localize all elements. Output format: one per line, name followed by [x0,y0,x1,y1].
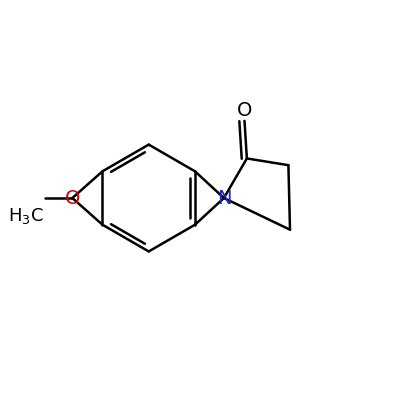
Text: O: O [237,101,252,120]
Text: O: O [65,188,80,208]
Text: N: N [217,188,231,208]
Text: $\mathsf{H_3C}$: $\mathsf{H_3C}$ [8,206,44,226]
